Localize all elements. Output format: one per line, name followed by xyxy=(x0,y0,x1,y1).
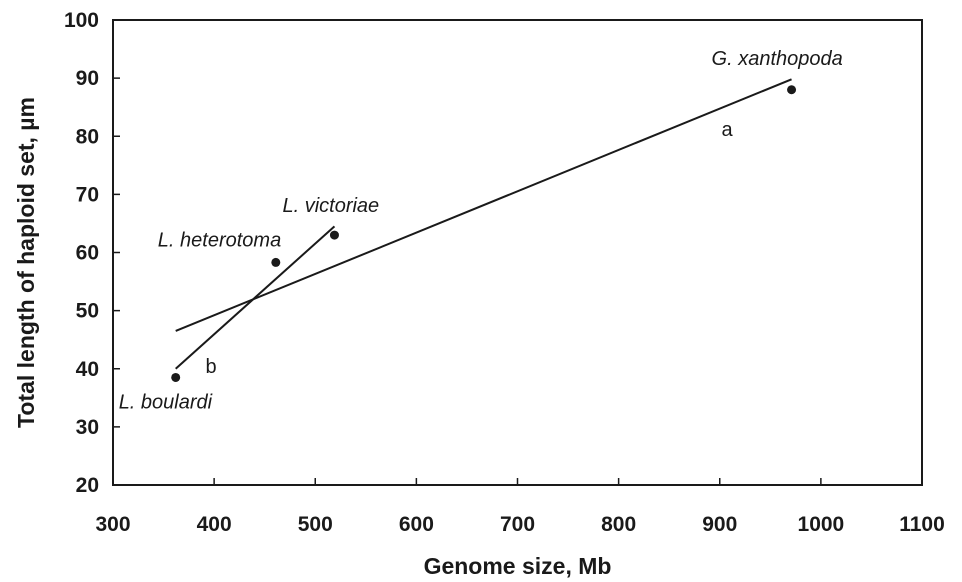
x-tick-label: 1000 xyxy=(798,513,845,536)
data-point xyxy=(271,257,281,267)
x-tick-labels: 300 400 500 600 700 800 900 1000 1100 xyxy=(95,513,944,536)
x-tick-label: 500 xyxy=(298,513,333,536)
point-label: L. boulardi xyxy=(119,391,213,413)
y-tick-labels: 20 30 40 50 60 70 80 90 100 xyxy=(64,9,99,497)
y-tick-label: 80 xyxy=(76,125,99,148)
x-tick-label: 800 xyxy=(601,513,636,536)
x-tick-label: 1100 xyxy=(899,513,945,536)
y-tick-label: 90 xyxy=(76,67,99,90)
y-tick-label: 30 xyxy=(76,416,99,439)
fit-lines xyxy=(175,78,792,370)
fit-line-label: b xyxy=(205,356,216,378)
y-tick-label: 50 xyxy=(76,300,99,323)
fit-line-label: a xyxy=(721,119,733,141)
fit-line-a xyxy=(175,78,792,332)
y-tick-label: 60 xyxy=(76,242,99,265)
x-tick-label: 900 xyxy=(702,513,737,536)
y-tick-label: 100 xyxy=(64,9,99,32)
x-tick-label: 300 xyxy=(95,513,130,536)
fit-line-b xyxy=(175,225,336,370)
y-tick-label: 20 xyxy=(76,474,99,497)
x-tick-label: 600 xyxy=(399,513,434,536)
y-tick-label: 70 xyxy=(76,183,99,206)
y-tick-label: 40 xyxy=(76,358,99,381)
fit-line-labels: ab xyxy=(205,119,733,378)
data-point xyxy=(171,372,181,382)
x-axis-title: Genome size, Mb xyxy=(424,553,612,579)
point-label: G. xanthopoda xyxy=(712,48,843,70)
y-axis-title: Total length of haploid set, µm xyxy=(13,97,39,428)
data-points xyxy=(171,85,797,382)
axis-ticks xyxy=(112,19,923,486)
point-label: L. heterotoma xyxy=(158,229,281,251)
point-label: L. victoriae xyxy=(282,195,379,217)
x-tick-label: 400 xyxy=(197,513,232,536)
data-point xyxy=(329,230,339,240)
data-point xyxy=(787,85,797,95)
x-tick-label: 700 xyxy=(500,513,535,536)
